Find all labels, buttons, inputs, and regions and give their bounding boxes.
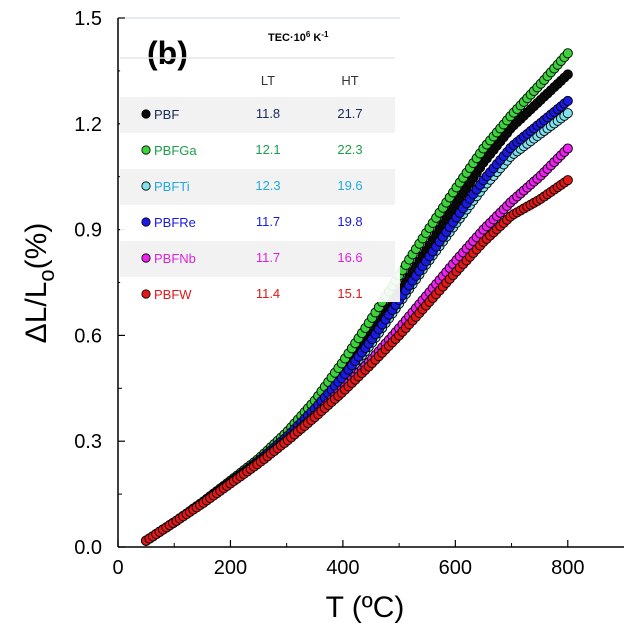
- table-row-ht: 19.6: [337, 178, 362, 193]
- data-point: [562, 143, 573, 154]
- table-row-band: [120, 169, 395, 205]
- x-tick-label: 800: [551, 557, 584, 579]
- table-row-ht: 16.6: [337, 250, 362, 265]
- legend-marker: [141, 109, 151, 119]
- y-axis-label: ΔL/Lo(%): [20, 223, 59, 344]
- data-point: [562, 48, 573, 59]
- table-col-lt: LT: [261, 73, 275, 88]
- data-series: [141, 48, 573, 546]
- y-tick-label: 0.3: [74, 431, 102, 453]
- table-row-ht: 19.8: [337, 214, 362, 229]
- panel-label: (b): [147, 35, 188, 71]
- y-axis-label-unit: (%): [20, 223, 53, 270]
- y-tick-label: 0.6: [74, 325, 102, 347]
- y-axis-label-main: ΔL/L: [20, 282, 53, 344]
- y-tick-label: 1.5: [74, 8, 102, 30]
- table-title-main: TEC·10: [268, 32, 306, 44]
- y-tick-label: 0.9: [74, 220, 102, 242]
- x-tick-label: 400: [326, 557, 359, 579]
- table-row-lt: 11.4: [256, 286, 280, 301]
- table-row-lt: 12.3: [255, 178, 280, 193]
- table-row-name: PBFGa: [154, 143, 197, 158]
- table-row-name: PBFW: [154, 287, 192, 302]
- x-axis-label: T (ºC): [326, 591, 405, 624]
- table-row-name: PBFNb: [154, 251, 196, 266]
- table-row-name: PBFRe: [154, 215, 196, 230]
- table-row-name: PBF: [154, 107, 179, 122]
- y-axis-label-sub: o: [34, 269, 59, 281]
- table-row-name: PBFTi: [154, 179, 190, 194]
- y-tick-label: 0.0: [74, 537, 102, 559]
- data-point: [562, 108, 573, 119]
- data-point: [562, 175, 573, 186]
- series-pbfw: [141, 175, 573, 546]
- data-point: [562, 95, 573, 106]
- legend-marker: [141, 289, 151, 299]
- table-row-lt: 12.1: [255, 142, 280, 157]
- table-row-lt: 11.7: [256, 250, 280, 265]
- y-tick-label: 1.2: [74, 114, 102, 136]
- table-row-ht: 15.1: [337, 286, 362, 301]
- table-row-lt: 11.7: [256, 214, 280, 229]
- x-tick-label: 600: [439, 557, 472, 579]
- table-title: TEC·106 K-1: [268, 30, 329, 44]
- legend-marker: [141, 181, 151, 191]
- table-row-band: [120, 241, 395, 277]
- table-row-lt: 11.8: [256, 106, 280, 121]
- table-title-unit: K: [310, 32, 321, 44]
- table-title-unit-sup: -1: [321, 30, 329, 39]
- legend-marker: [141, 253, 151, 263]
- legend-marker: [141, 145, 151, 155]
- legend-marker: [141, 217, 151, 227]
- axis-ticks: 0 200 400 600 800 0.0 0.3 0.6 0.9 1.2 1.5: [74, 8, 584, 579]
- x-tick-label: 0: [112, 557, 123, 579]
- table-col-ht: HT: [341, 73, 358, 88]
- x-tick-label: 200: [214, 557, 247, 579]
- table-rows: PBF 11.8 21.7 PBFGa 12.1 22.3 PBFTi 12.3 19.6 PBF…: [120, 97, 395, 302]
- table-row-ht: 21.7: [337, 106, 362, 121]
- table-row-ht: 22.3: [337, 142, 362, 157]
- table-title-sup: 6: [306, 30, 311, 39]
- data-point: [562, 69, 573, 80]
- table-row-band: [120, 97, 395, 133]
